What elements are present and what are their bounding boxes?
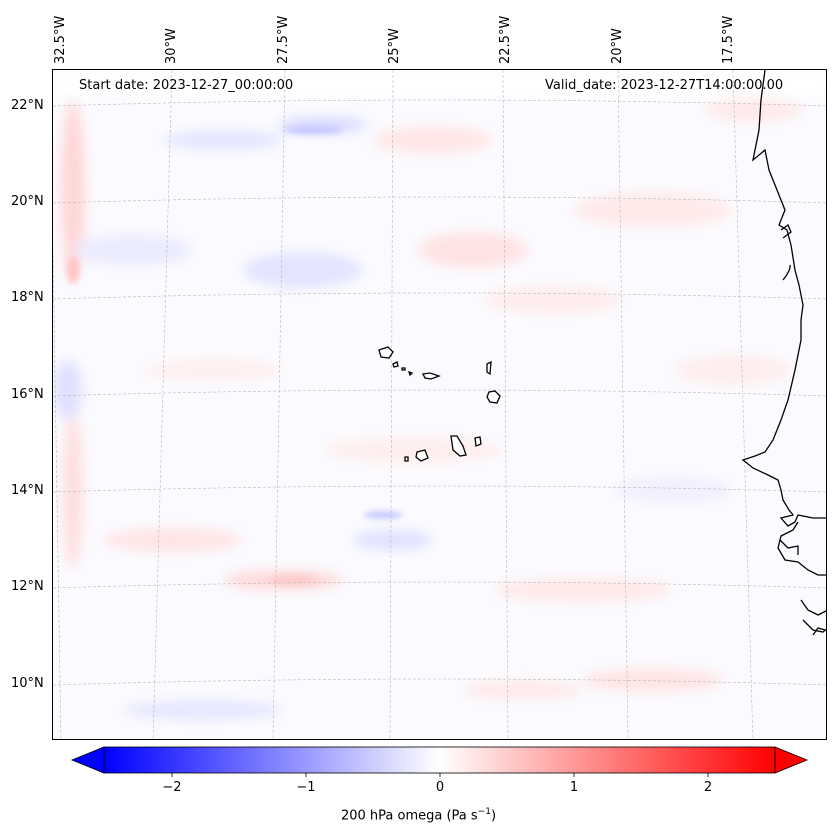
graticule (53, 70, 826, 739)
lat-label-18n: 18°N (11, 290, 44, 305)
lon-label-25w: 25°W (387, 28, 402, 64)
colorbar-max-extension (774, 746, 809, 774)
colorbar-title-exponent: −1 (477, 807, 491, 817)
colorbar-tick-marks (171, 773, 709, 777)
colorbar-title: 200 hPa omega (Pa s−1) (0, 807, 837, 823)
colorbar-title-text: 200 hPa omega (Pa s (340, 808, 478, 824)
start-date-label: Start date: 2023-12-27_00:00:00 (79, 78, 294, 93)
colorbar-gradient (103, 746, 776, 774)
lat-label-20n: 20°N (11, 194, 44, 209)
colorbar-min-extension (70, 746, 105, 774)
colorbar-tick-minus-2: −2 (162, 780, 182, 795)
lon-label-22-5w: 22.5°W (498, 15, 513, 64)
map-plot-area (52, 69, 827, 740)
colorbar-title-end: ) (490, 808, 497, 824)
valid-date-label: Valid_date: 2023-12-27T14:00:00.00 (545, 78, 784, 93)
lon-label-17-5w: 17.5°W (721, 15, 736, 64)
colorbar-tick-1: 1 (569, 780, 579, 795)
cape-verde-islands (378, 346, 501, 462)
lon-label-20w: 20°W (610, 28, 625, 64)
lon-label-27-5w: 27.5°W (276, 15, 291, 64)
lat-label-22n: 22°N (11, 98, 44, 113)
lat-label-14n: 14°N (11, 483, 44, 498)
colorbar-tick-minus-1: −1 (296, 780, 316, 795)
omega-field-map (53, 70, 826, 739)
lon-label-30w: 30°W (164, 28, 179, 64)
lat-label-12n: 12°N (11, 579, 44, 594)
colorbar-tick-0: 0 (435, 780, 445, 795)
lon-label-32-5w: 32.5°W (53, 15, 68, 64)
lat-label-10n: 10°N (11, 676, 44, 691)
lat-label-16n: 16°N (11, 387, 44, 402)
omega-contour-blobs (53, 70, 826, 720)
colorbar-tick-2: 2 (703, 780, 713, 795)
coastline (741, 70, 826, 636)
